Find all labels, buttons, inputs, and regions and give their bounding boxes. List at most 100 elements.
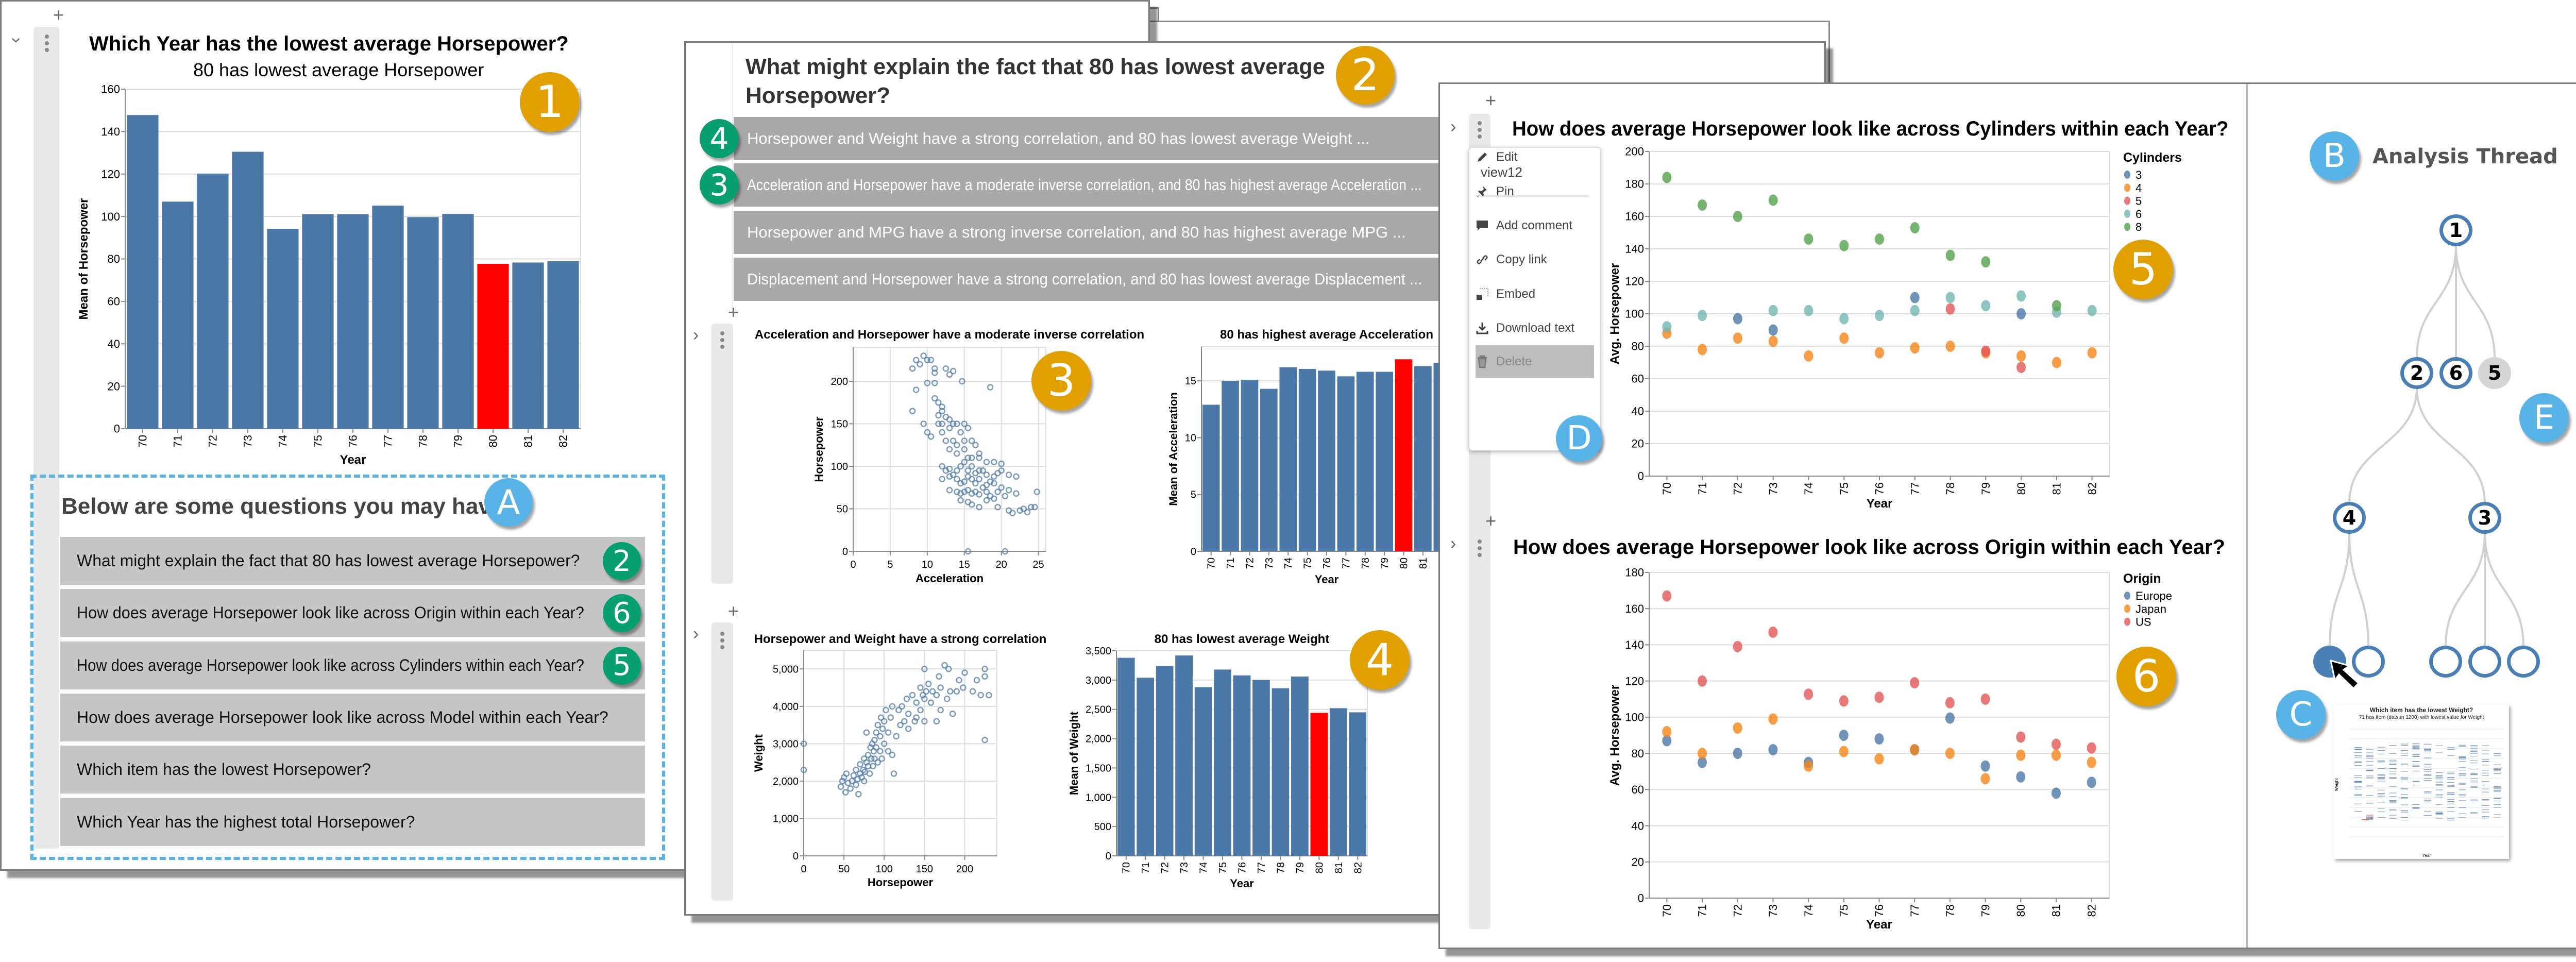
data-point[interactable]	[877, 748, 884, 755]
data-point[interactable]	[946, 371, 953, 378]
data-point[interactable]	[863, 759, 870, 766]
data-point[interactable]	[933, 718, 940, 725]
data-point[interactable]	[964, 486, 972, 494]
thread-node[interactable]	[2429, 646, 2462, 678]
bar-82[interactable]	[1349, 712, 1367, 856]
bar-70[interactable]	[1117, 657, 1135, 856]
data-point[interactable]	[927, 699, 935, 706]
data-point[interactable]	[939, 429, 945, 436]
cell-menu-kebab-icon[interactable]	[720, 331, 724, 351]
data-point[interactable]	[983, 497, 990, 504]
data-point[interactable]	[920, 352, 927, 359]
data-point[interactable]	[979, 467, 986, 474]
data-point[interactable]	[961, 420, 968, 427]
data-point[interactable]	[945, 666, 952, 672]
data-point[interactable]	[933, 691, 940, 699]
data-point[interactable]	[917, 684, 924, 691]
data-point[interactable]	[853, 781, 859, 788]
data-point[interactable]	[976, 491, 982, 498]
data-point[interactable]	[885, 729, 892, 736]
data-point[interactable]	[1024, 509, 1031, 516]
data-point[interactable]	[1013, 473, 1020, 480]
bar-73[interactable]	[1175, 655, 1193, 856]
data-point[interactable]	[870, 748, 877, 755]
data-point[interactable]	[946, 416, 953, 423]
cell-menu-kebab-icon[interactable]	[1478, 539, 1482, 560]
data-point[interactable]	[973, 677, 980, 684]
suggested-question-button[interactable]: How does average Horsepower look like ac…	[60, 589, 645, 637]
data-point[interactable]	[931, 395, 938, 402]
thread-node-3[interactable]: 3	[2468, 502, 2501, 534]
data-point[interactable]	[987, 478, 994, 485]
data-point[interactable]	[840, 774, 848, 781]
data-point[interactable]	[905, 711, 912, 717]
data-point[interactable]	[961, 669, 968, 676]
suggested-question-button[interactable]: Which Year has the highest total Horsepo…	[60, 798, 645, 846]
data-point[interactable]	[935, 420, 942, 427]
data-point[interactable]	[976, 476, 982, 482]
data-point[interactable]	[942, 414, 950, 420]
data-point[interactable]	[972, 442, 979, 448]
thread-node-1[interactable]: 1	[2439, 214, 2472, 246]
data-point[interactable]	[946, 446, 953, 453]
bar-75[interactable]	[1298, 369, 1316, 551]
data-point[interactable]	[927, 357, 935, 363]
data-point[interactable]	[936, 673, 942, 680]
bar-80[interactable]	[1310, 713, 1328, 856]
data-point[interactable]	[941, 662, 948, 669]
menu-item-delete[interactable]: Delete	[1476, 345, 1594, 378]
data-point[interactable]	[931, 380, 938, 386]
cell-gutter[interactable]	[33, 27, 59, 849]
data-point[interactable]	[1002, 493, 1009, 499]
data-point[interactable]	[957, 490, 964, 497]
thread-node-2[interactable]: 2	[2400, 357, 2433, 389]
data-point[interactable]	[927, 433, 935, 440]
data-point[interactable]	[935, 399, 942, 406]
data-point[interactable]	[800, 740, 807, 747]
expand-chevron-icon[interactable]: ›	[1450, 534, 1456, 553]
data-point[interactable]	[943, 696, 951, 702]
data-point[interactable]	[899, 703, 905, 710]
data-point[interactable]	[921, 696, 928, 702]
data-point[interactable]	[1033, 488, 1040, 495]
data-point[interactable]	[950, 471, 957, 478]
data-point[interactable]	[924, 429, 931, 436]
data-point[interactable]	[800, 766, 807, 773]
data-point[interactable]	[954, 476, 960, 482]
data-point[interactable]	[860, 778, 868, 785]
data-point[interactable]	[843, 770, 850, 777]
data-point[interactable]	[849, 778, 855, 785]
data-point[interactable]	[885, 748, 892, 755]
bar-74[interactable]	[267, 229, 299, 429]
data-point[interactable]	[987, 384, 994, 391]
data-point[interactable]	[893, 733, 900, 740]
data-point[interactable]	[991, 473, 997, 480]
bar-75[interactable]	[302, 214, 334, 429]
bar-77[interactable]	[1337, 376, 1355, 551]
data-point[interactable]	[867, 744, 874, 751]
data-point[interactable]	[911, 718, 918, 725]
bar-73[interactable]	[232, 151, 264, 429]
data-point[interactable]	[981, 736, 988, 744]
data-point[interactable]	[877, 714, 885, 721]
data-point[interactable]	[889, 703, 896, 710]
thread-node-5[interactable]: 5	[2478, 357, 2511, 389]
cell-gutter[interactable]	[711, 622, 733, 901]
data-point[interactable]	[878, 755, 885, 762]
data-point[interactable]	[920, 691, 926, 699]
cell-menu-kebab-icon[interactable]	[1478, 121, 1482, 141]
data-point[interactable]	[947, 688, 954, 695]
data-point[interactable]	[979, 484, 986, 491]
data-point[interactable]	[946, 486, 953, 494]
data-point[interactable]	[865, 763, 872, 770]
data-point[interactable]	[937, 684, 944, 691]
data-point[interactable]	[895, 706, 902, 714]
data-point[interactable]	[850, 772, 857, 779]
data-point[interactable]	[1009, 510, 1016, 516]
data-point[interactable]	[998, 484, 1005, 491]
data-point[interactable]	[946, 465, 953, 472]
data-point[interactable]	[917, 706, 924, 714]
data-point[interactable]	[972, 488, 979, 495]
data-point[interactable]	[957, 463, 964, 470]
data-point[interactable]	[929, 688, 936, 695]
